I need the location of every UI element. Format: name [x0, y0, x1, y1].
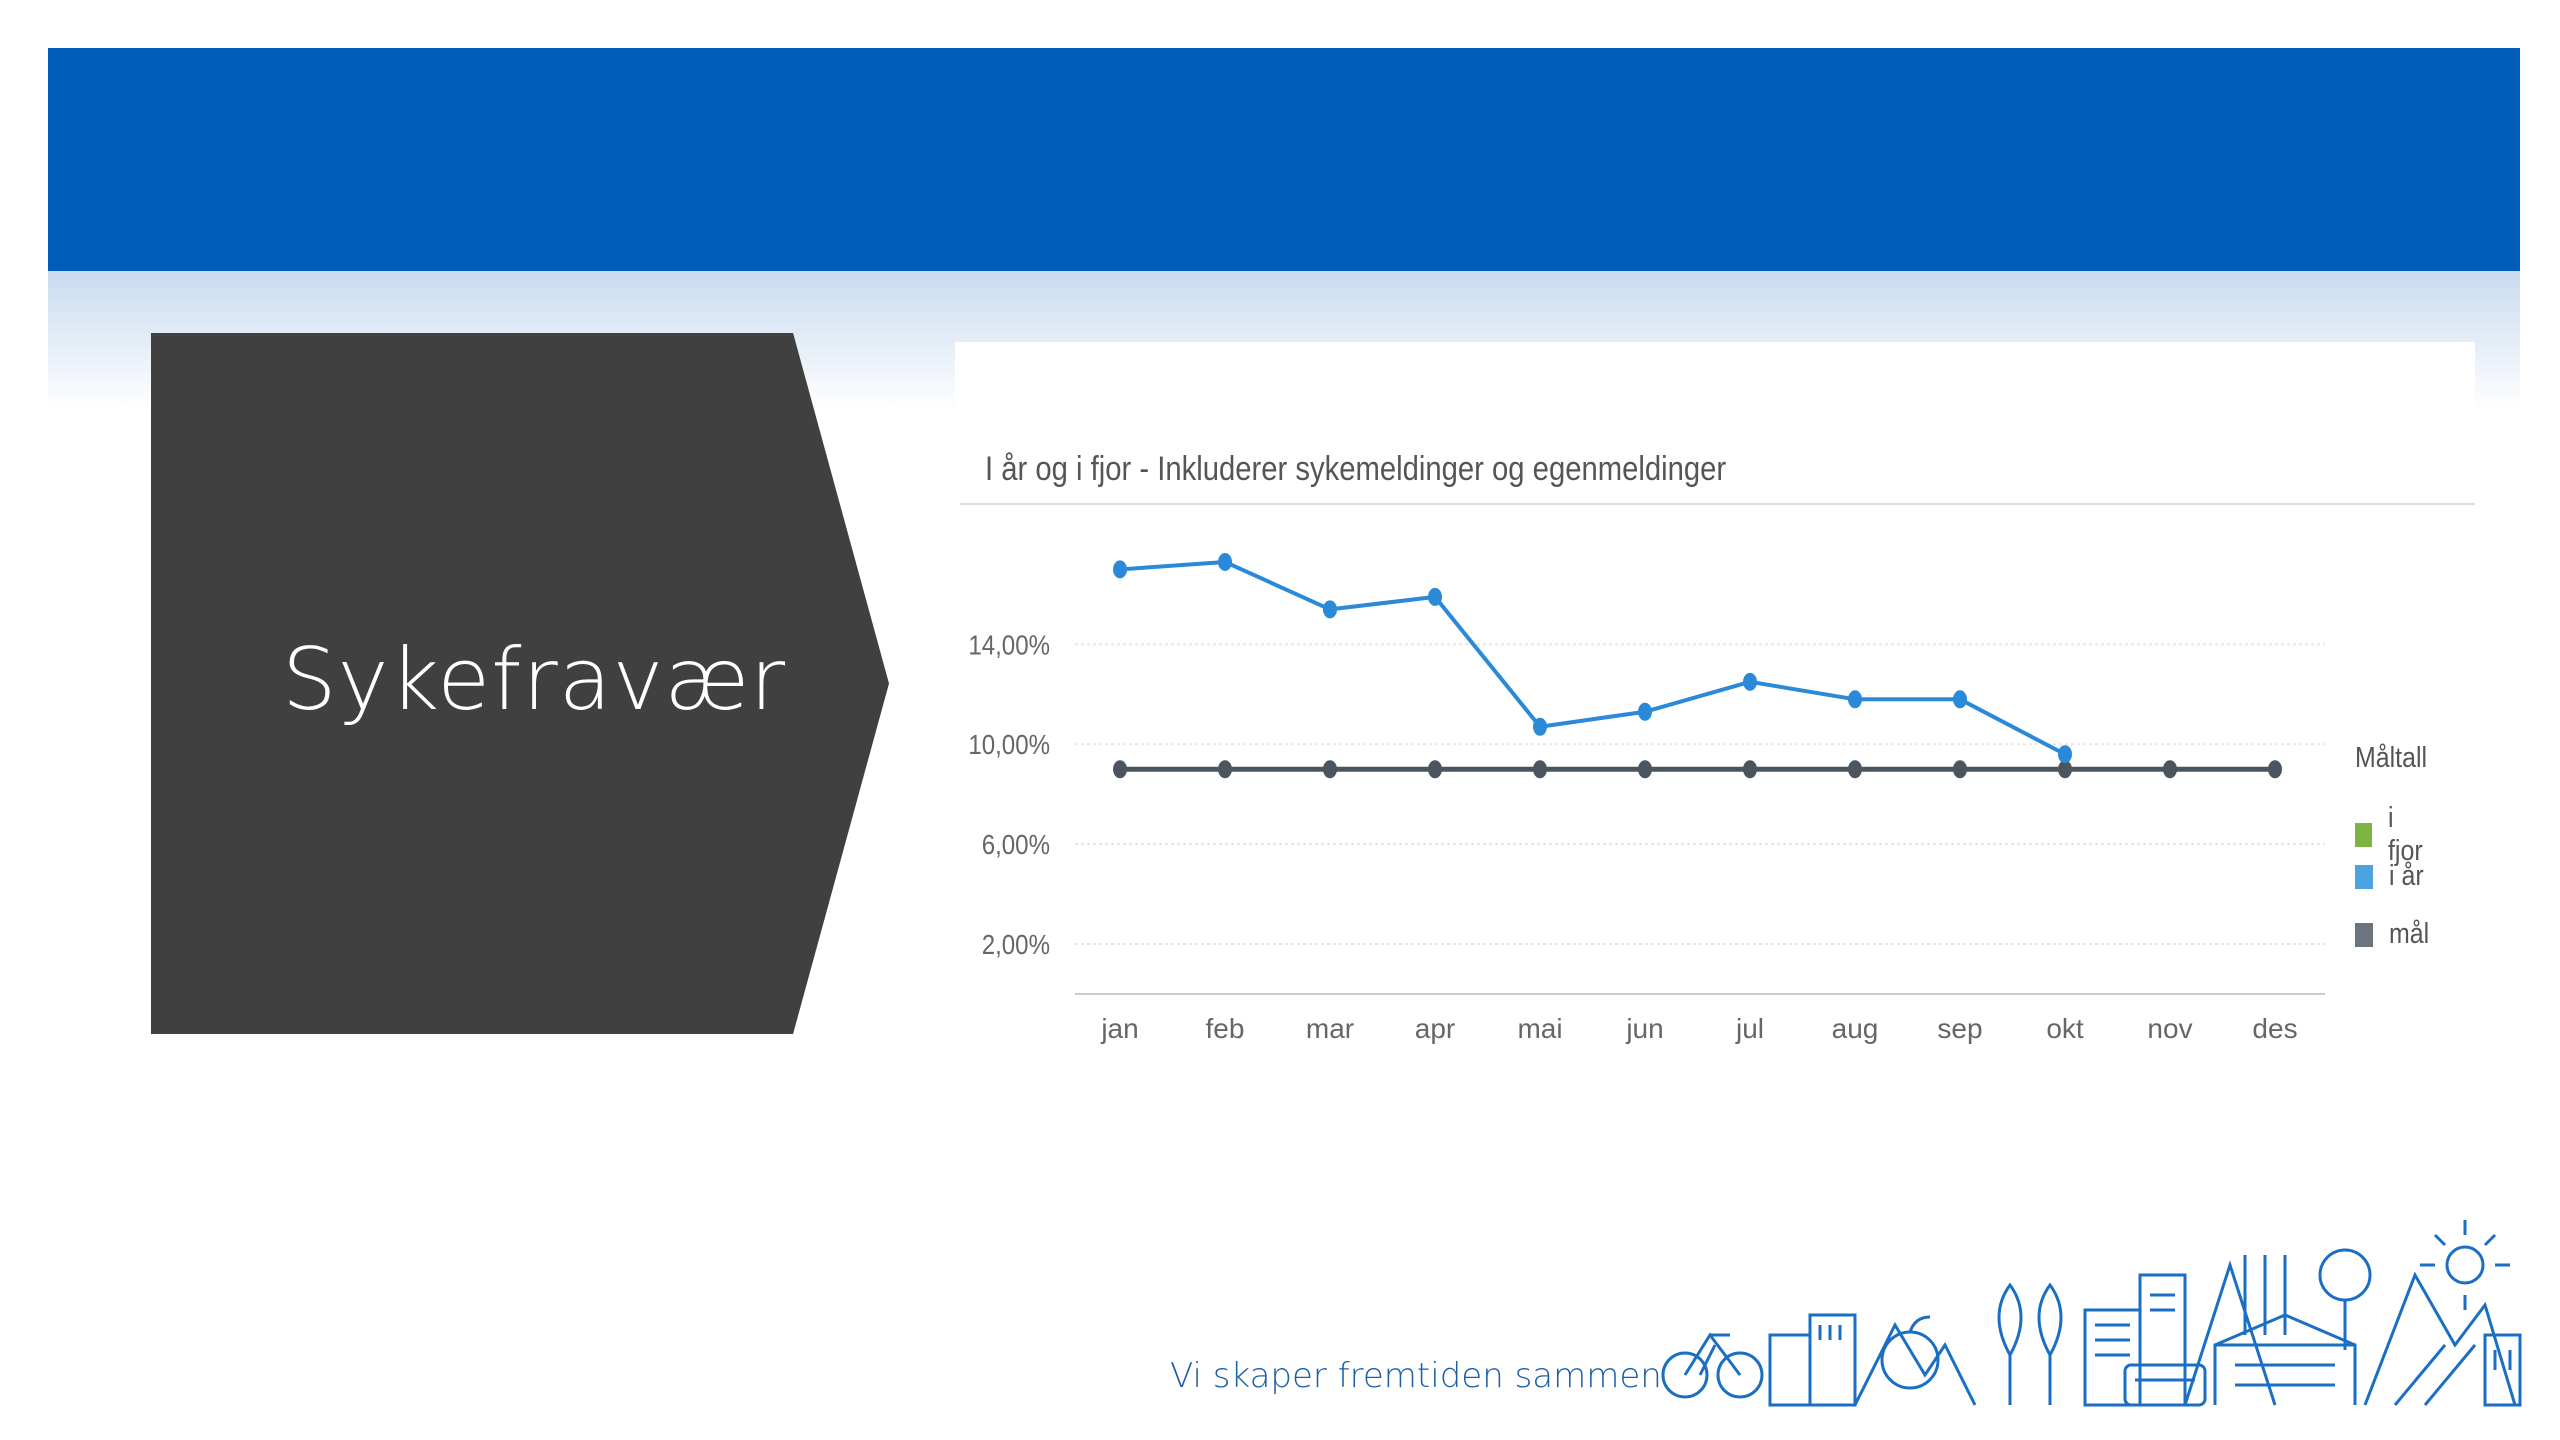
header-banner: [48, 48, 2520, 271]
x-tick-label: feb: [1206, 1013, 1245, 1044]
legend-label: i år: [2389, 860, 2424, 892]
data-point-i-ar: [1638, 702, 1652, 721]
legend-item-mal[interactable]: mål: [2355, 918, 2436, 951]
data-point-mal: [1218, 760, 1232, 779]
x-tick-label: jan: [1100, 1013, 1138, 1044]
data-point-i-ar: [1743, 672, 1757, 691]
data-point-i-ar: [1533, 717, 1547, 736]
data-point-i-ar: [1848, 690, 1862, 709]
data-point-mal: [2268, 760, 2282, 779]
data-point-i-ar: [1428, 587, 1442, 606]
city-skyline-logo: [1661, 1220, 2522, 1407]
chart-panel: I år og i fjor - Inkluderer sykemeldinge…: [955, 342, 2475, 1072]
x-tick-label: jun: [1625, 1013, 1663, 1044]
x-tick-label: okt: [2046, 1013, 2084, 1044]
line-chart: 2,00% 6,00% 10,00% 14,00% jan feb mar apr mai jun…: [960, 503, 2475, 1044]
data-point-mal: [1743, 760, 1757, 779]
y-tick-label: 6,00%: [982, 828, 1050, 860]
data-point-mal: [1953, 760, 1967, 779]
y-tick-label: 14,00%: [968, 629, 1050, 661]
data-point-i-ar: [2058, 745, 2072, 764]
x-tick-label: des: [2252, 1013, 2297, 1044]
x-tick-label: mai: [1517, 1013, 1562, 1044]
data-point-i-ar: [1113, 560, 1127, 579]
legend-label: mål: [2389, 918, 2430, 950]
data-point-mal: [2058, 760, 2072, 779]
data-point-i-ar: [1323, 600, 1337, 619]
chart-legend: Måltall i fjor i år mål: [2355, 742, 2439, 950]
x-tick-label: sep: [1937, 1013, 1982, 1044]
data-point-mal: [1113, 760, 1127, 779]
data-point-mal: [1533, 760, 1547, 779]
legend-title: Måltall: [2355, 742, 2428, 774]
legend-item-i-fjor[interactable]: i fjor: [2355, 802, 2439, 868]
title-arrow-box: [151, 333, 889, 1034]
data-point-mal: [1428, 760, 1442, 779]
legend-label: i fjor: [2387, 802, 2423, 867]
x-tick-label: aug: [1832, 1013, 1879, 1044]
data-point-i-ar: [1218, 552, 1232, 571]
tagline: Vi skaper fremtiden sammen: [1170, 1356, 1662, 1396]
x-tick-label: jul: [1735, 1013, 1764, 1044]
series-line-i-ar: [1119, 559, 2066, 757]
data-point-mal: [1323, 760, 1337, 779]
data-point-mal: [1848, 760, 1862, 779]
x-tick-label: nov: [2147, 1013, 2192, 1044]
chart-title: I år og i fjor - Inkluderer sykemeldinge…: [985, 450, 1727, 488]
data-point-mal: [1638, 760, 1652, 779]
data-point-mal: [2163, 760, 2177, 779]
x-tick-label: apr: [1415, 1013, 1455, 1044]
y-tick-label: 10,00%: [968, 729, 1050, 761]
y-tick-label: 2,00%: [982, 928, 1050, 960]
legend-swatch: [2355, 922, 2373, 947]
legend-swatch: [2355, 864, 2373, 889]
legend-item-i-ar[interactable]: i år: [2355, 860, 2429, 893]
x-tick-label: mar: [1306, 1013, 1354, 1044]
legend-swatch: [2355, 823, 2372, 847]
slide-title: Sykefravær: [282, 630, 787, 730]
data-point-i-ar: [1953, 690, 1967, 709]
